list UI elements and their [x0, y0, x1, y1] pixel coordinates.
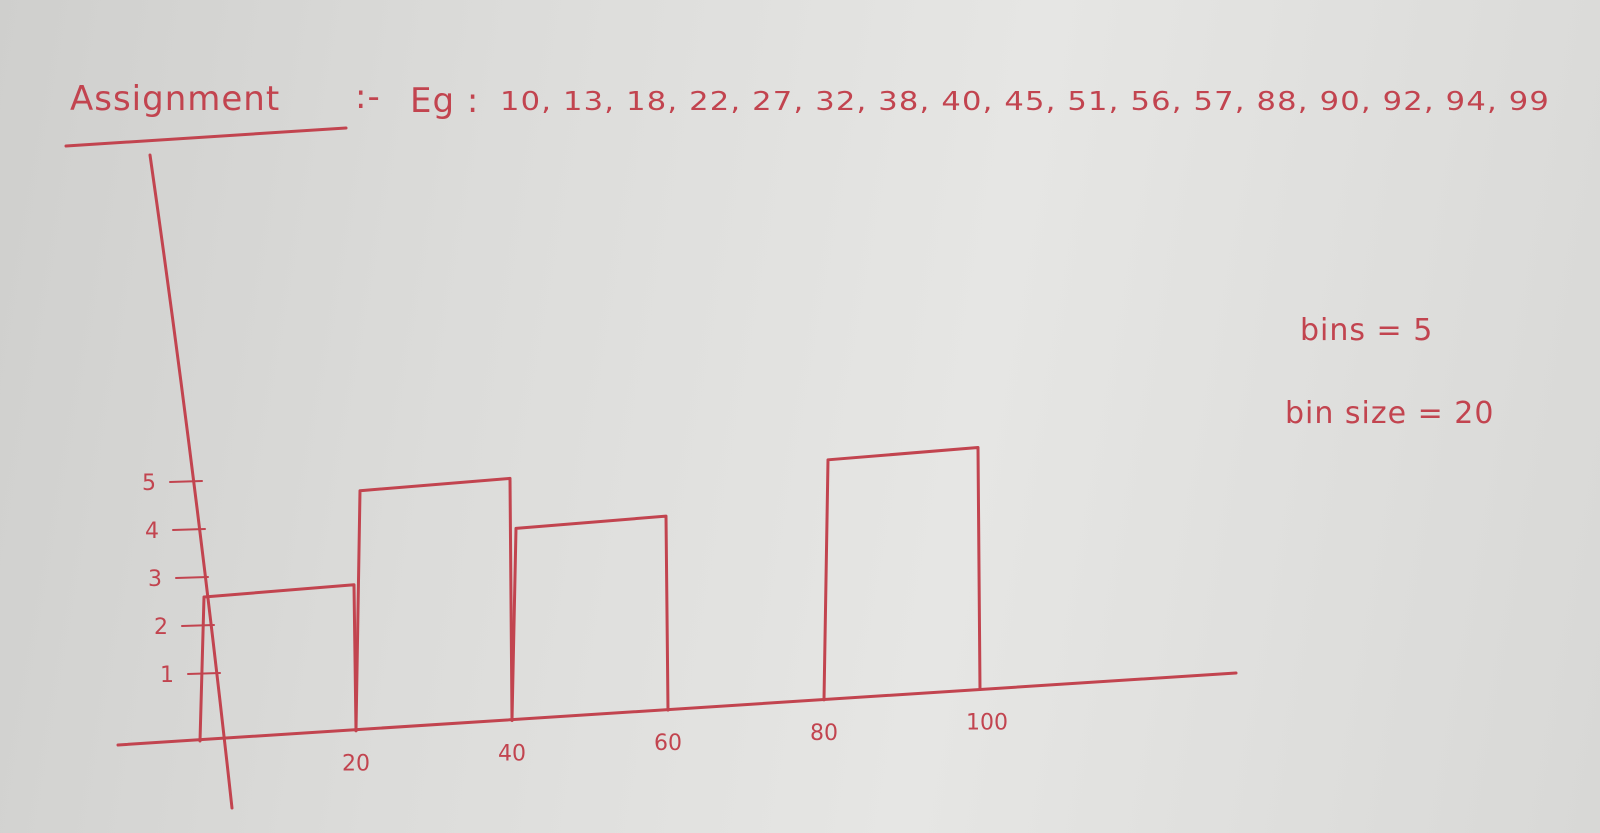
y-tick-mark: [169, 480, 203, 483]
histogram-bar: [198, 583, 358, 743]
assignment-heading: Assignment: [70, 79, 280, 119]
heading-separator: :-: [355, 77, 381, 117]
histogram-bars: [198, 446, 982, 743]
bins-note: bins = 5: [1300, 313, 1433, 348]
y-tick-label: 4: [145, 519, 159, 544]
x-tick-label: 40: [498, 741, 526, 766]
y-axis-ticks: 1 2 3 4 5: [142, 471, 221, 688]
y-tick-label: 1: [160, 663, 174, 688]
y-tick-label: 2: [154, 615, 168, 640]
histogram-bar: [510, 514, 670, 722]
histogram-bar: [354, 476, 514, 733]
x-tick-label: 100: [966, 711, 1008, 736]
x-tick-label: 20: [342, 752, 370, 777]
histogram-bar: [822, 446, 982, 702]
example-prefix: Eg :: [410, 81, 479, 121]
example-values: 10, 13, 18, 22, 27, 32, 38, 40, 45, 51, …: [500, 87, 1550, 117]
heading-underline: [64, 126, 348, 148]
x-tick-label: 80: [810, 721, 838, 746]
y-tick-mark: [181, 624, 215, 627]
y-axis: [148, 153, 234, 810]
x-axis: [116, 671, 1238, 747]
x-tick-label: 60: [654, 731, 682, 756]
y-tick-mark: [172, 528, 206, 531]
x-axis-ticks: 20 40 60 80 100: [342, 711, 1008, 777]
bin-size-note: bin size = 20: [1285, 396, 1494, 431]
y-tick-label: 5: [142, 471, 156, 496]
y-tick-label: 3: [148, 567, 162, 592]
y-tick-mark: [175, 576, 209, 579]
y-tick-mark: [187, 672, 221, 675]
